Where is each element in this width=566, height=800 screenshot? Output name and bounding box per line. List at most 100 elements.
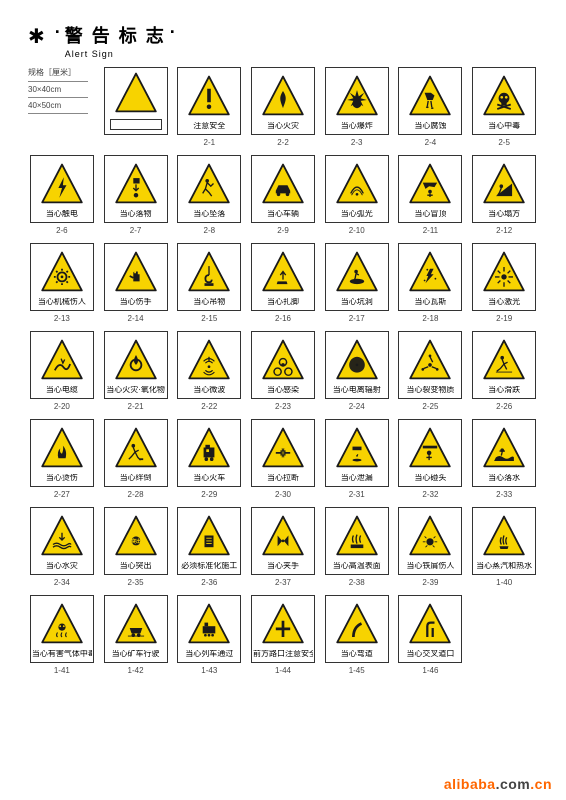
sign-code: 2-39 <box>422 578 438 587</box>
warning-sign: 当心中毒 <box>472 67 536 135</box>
warning-sign: 当心火灾·氧化物 <box>104 331 168 399</box>
sign-cell: 当心弧光 2-10 <box>323 155 391 235</box>
triangle-icon <box>254 422 312 472</box>
sign-cell: 当心火车 2-29 <box>175 419 243 499</box>
triangle-icon <box>254 158 312 208</box>
sign-cell: 当心铁屑伤人 2-39 <box>397 507 465 587</box>
sign-code: 2-3 <box>351 138 363 147</box>
sign-cell: 当心烫伤 2-27 <box>28 419 96 499</box>
sign-label: 当心瓦斯 <box>414 298 446 306</box>
sign-label: 当心坑洞 <box>341 298 373 306</box>
sign-label: 当心伤手 <box>120 298 152 306</box>
triangle-icon <box>475 246 533 296</box>
triangle-icon <box>254 510 312 560</box>
sign-grid: 规格［厘米］ 30×40cm 40×50cm 注意安全 2-1 当心火灾 2-2 <box>28 67 538 675</box>
sign-code: 2-21 <box>128 402 144 411</box>
sign-cell: 当心塌方 2-12 <box>470 155 538 235</box>
triangle-icon <box>401 70 459 120</box>
triangle-icon <box>475 510 533 560</box>
sign-label: 当心电缆 <box>46 386 78 394</box>
warning-sign: 当心微波 <box>177 331 241 399</box>
triangle-icon <box>328 510 386 560</box>
sign-label: 当心绊倒 <box>120 474 152 482</box>
sign-cell: 当心机械伤人 2-13 <box>28 243 96 323</box>
triangle-icon <box>401 334 459 384</box>
sign-label: 当心中毒 <box>488 122 520 130</box>
sign-cell: 当心拉断 2-30 <box>249 419 317 499</box>
triangle-icon <box>107 158 165 208</box>
triangle-icon <box>33 334 91 384</box>
warning-sign: 当心落水 <box>472 419 536 487</box>
dot-left: · <box>55 22 61 43</box>
sign-code: 2-33 <box>496 490 512 499</box>
sign-cell: 当心腐蚀 2-4 <box>397 67 465 147</box>
triangle-icon <box>107 598 165 648</box>
warning-sign: 当心蒸汽和热水 <box>472 507 536 575</box>
warning-sign: 当心坑洞 <box>325 243 389 311</box>
triangle-icon <box>475 70 533 120</box>
sign-label: 当心列车通过 <box>185 650 233 658</box>
sign-code: 2-24 <box>349 402 365 411</box>
sign-cell: 当心触电 2-6 <box>28 155 96 235</box>
sign-label: 当心铁屑伤人 <box>406 562 454 570</box>
warning-sign: 当心弯道 <box>325 595 389 663</box>
sign-label: 当心泄漏 <box>341 474 373 482</box>
sign-code: 2-12 <box>496 226 512 235</box>
warning-sign: 当心矿车行驶 <box>104 595 168 663</box>
sign-label: 前方路口注意安全 <box>253 650 313 658</box>
title-cn: 警 告 标 志 <box>65 22 166 48</box>
sign-cell: 当心滑跌 2-26 <box>470 331 538 411</box>
sign-code: 1-40 <box>496 578 512 587</box>
sign-cell: 当心火灾·氧化物 2-21 <box>102 331 170 411</box>
triangle-icon <box>254 70 312 120</box>
sign-label: 当心冒顶 <box>414 210 446 218</box>
sign-cell: 当心爆炸 2-3 <box>323 67 391 147</box>
sign-cell: 注意安全 2-1 <box>175 67 243 147</box>
sign-code: 2-27 <box>54 490 70 499</box>
sign-code: 2-1 <box>204 138 216 147</box>
sign-code: 2-28 <box>128 490 144 499</box>
triangle-icon <box>33 598 91 648</box>
sign-cell: 当心冒顶 2-11 <box>397 155 465 235</box>
sign-label: 当心夹手 <box>267 562 299 570</box>
warning-sign: 当心冒顶 <box>398 155 462 223</box>
warning-sign: 必须标准化施工 <box>177 507 241 575</box>
sign-code: 1-42 <box>128 666 144 675</box>
sign-code: 1-45 <box>349 666 365 675</box>
sign-label: 当心裂变物质 <box>406 386 454 394</box>
spec-size1: 30×40cm <box>28 85 61 94</box>
warning-sign: 当心泄漏 <box>325 419 389 487</box>
triangle-icon <box>33 510 91 560</box>
spec-rule <box>28 97 88 98</box>
watermark-a: alibaba <box>444 776 496 792</box>
sign-cell: 当心蒸汽和热水 1-40 <box>470 507 538 587</box>
sign-code: 2-26 <box>496 402 512 411</box>
sign-code: 2-30 <box>275 490 291 499</box>
warning-sign: 当心烫伤 <box>30 419 94 487</box>
sign-cell: 当心矿车行驶 1-42 <box>102 595 170 675</box>
sign-code: 1-44 <box>275 666 291 675</box>
triangle-icon <box>328 598 386 648</box>
warning-sign: 当心感染 <box>251 331 315 399</box>
sign-code: 2-17 <box>349 314 365 323</box>
warning-sign: 前方路口注意安全 <box>251 595 315 663</box>
sign-code: 2-35 <box>128 578 144 587</box>
sign-code: 1-41 <box>54 666 70 675</box>
triangle-icon <box>33 246 91 296</box>
warning-sign: 当心机械伤人 <box>30 243 94 311</box>
sign-cell: 当心交叉道口 1-46 <box>397 595 465 675</box>
warning-sign: 当心车辆 <box>251 155 315 223</box>
warning-sign: 当心伤手 <box>104 243 168 311</box>
warning-sign: 当心火车 <box>177 419 241 487</box>
sign-label: 必须标准化施工 <box>181 562 237 570</box>
warning-sign: 当心裂变物质 <box>398 331 462 399</box>
sign-cell: 当心高温表面 2-38 <box>323 507 391 587</box>
sign-label: 当心腐蚀 <box>414 122 446 130</box>
warning-sign: 当心电离辐射 <box>325 331 389 399</box>
sign-label: 当心拉断 <box>267 474 299 482</box>
sign-code: 2-8 <box>204 226 216 235</box>
triangle-icon <box>254 246 312 296</box>
triangle-icon <box>33 422 91 472</box>
sign-cell: 当心绊倒 2-28 <box>102 419 170 499</box>
title-block: 警 告 标 志 Alert Sign <box>65 22 166 59</box>
